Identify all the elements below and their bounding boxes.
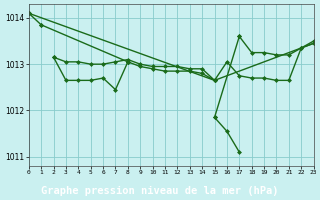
Text: Graphe pression niveau de la mer (hPa): Graphe pression niveau de la mer (hPa) — [41, 186, 279, 196]
